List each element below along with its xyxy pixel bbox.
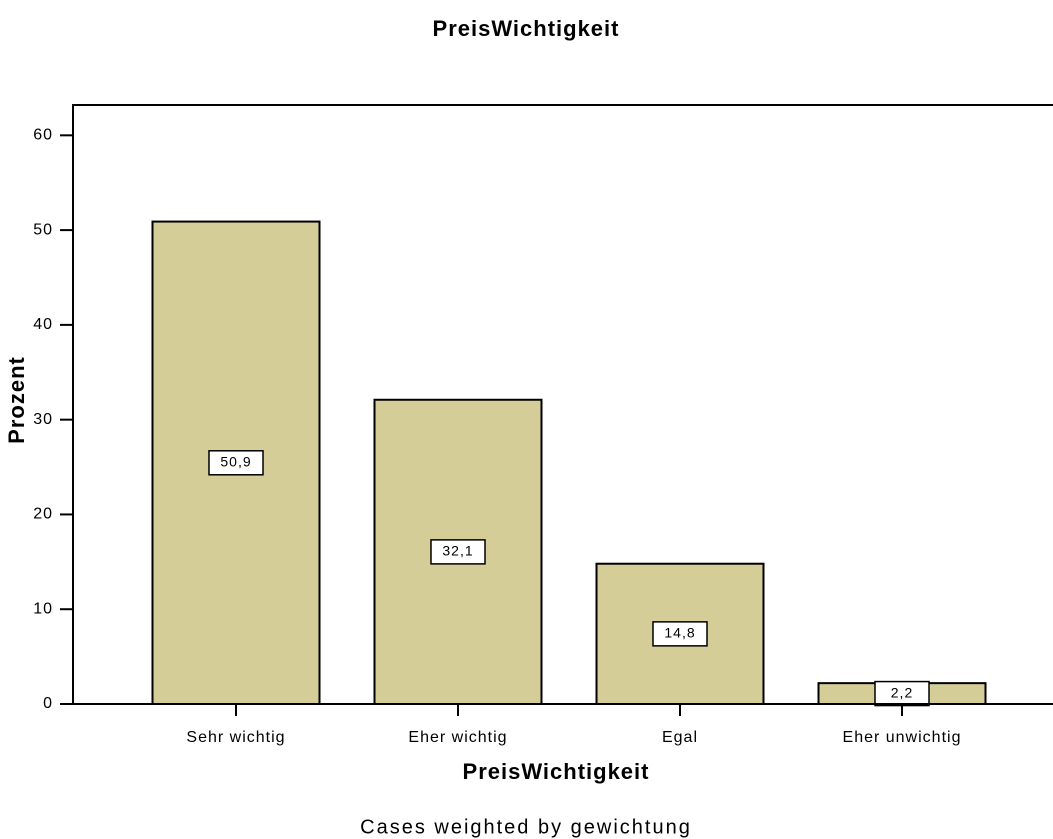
y-tick-label: 40 xyxy=(33,316,53,333)
y-axis-title: Prozent xyxy=(4,356,29,444)
value-label: 32,1 xyxy=(442,543,473,559)
chart-title: PreisWichtigkeit xyxy=(433,16,620,41)
y-tick-label: 50 xyxy=(33,221,53,238)
y-tick-label: 10 xyxy=(33,600,53,617)
value-label: 2,2 xyxy=(891,684,913,700)
x-tick-label: Sehr wichtig xyxy=(186,729,285,746)
x-tick-label: Egal xyxy=(662,729,698,746)
y-tick-label: 60 xyxy=(33,127,53,144)
value-label: 14,8 xyxy=(664,625,695,641)
value-label-box xyxy=(430,539,486,565)
value-label-box xyxy=(652,621,708,647)
y-tick-label: 20 xyxy=(33,506,53,523)
value-label-box xyxy=(208,450,264,476)
footnote: Cases weighted by gewichtung xyxy=(360,816,692,838)
y-tick-label: 30 xyxy=(33,411,53,428)
value-label: 50,9 xyxy=(220,453,251,469)
value-label-box xyxy=(874,680,930,707)
x-axis-title: PreisWichtigkeit xyxy=(463,759,650,784)
x-tick-label: Eher unwichtig xyxy=(843,729,962,746)
x-tick-label: Eher wichtig xyxy=(408,729,507,746)
y-tick-label: 0 xyxy=(43,695,53,712)
